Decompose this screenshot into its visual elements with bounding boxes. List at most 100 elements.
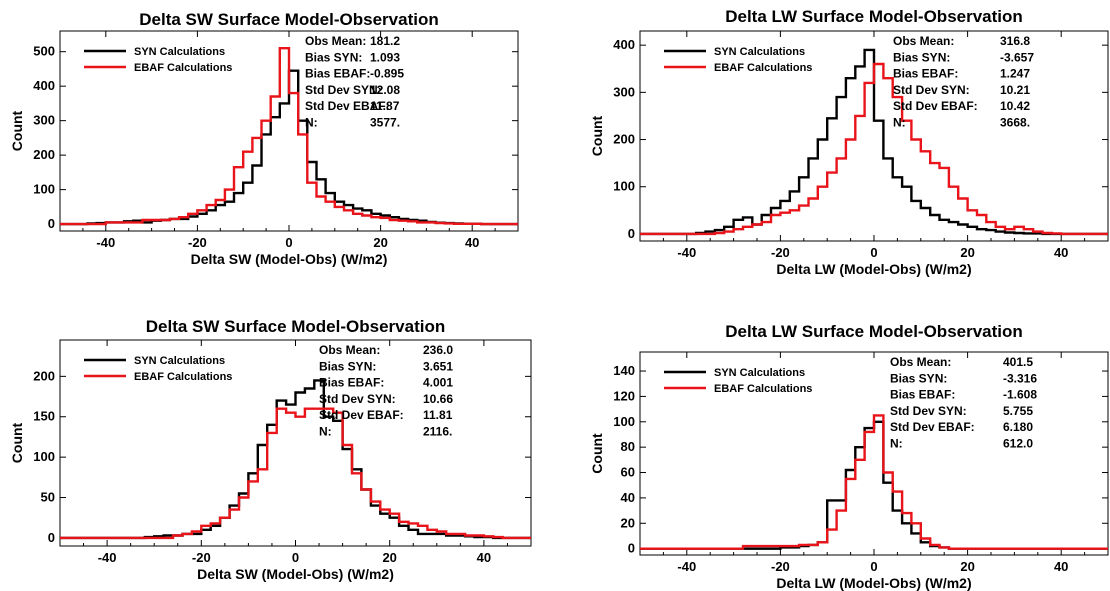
- chart-title: Delta LW Surface Model-Observation: [725, 322, 1023, 341]
- x-axis-label: Delta LW (Model-Obs) (W/m2): [776, 575, 971, 591]
- chart-title: Delta LW Surface Model-Observation: [725, 7, 1023, 26]
- y-tick-label: 200: [33, 368, 55, 383]
- stat-label: N:: [893, 116, 906, 130]
- x-tick-label: 20: [382, 550, 396, 565]
- y-tick-label: 40: [621, 490, 635, 505]
- stat-value: 3668.: [1000, 116, 1030, 130]
- stat-label: Bias EBAF:: [305, 67, 370, 81]
- stat-value: 401.5: [1003, 355, 1033, 369]
- y-tick-label: 100: [33, 182, 55, 197]
- y-tick-label: 200: [613, 132, 635, 147]
- stat-value: 12.08: [370, 83, 400, 97]
- x-tick-label: 0: [870, 245, 877, 260]
- legend-entry: SYN Calculations: [714, 46, 805, 58]
- x-tick-label: 40: [477, 550, 491, 565]
- x-tick-label: 20: [960, 245, 974, 260]
- stat-value: 316.8: [1000, 34, 1030, 48]
- stat-value: -3.657: [1000, 50, 1034, 64]
- y-axis-label: Count: [589, 433, 605, 474]
- legend-entry: EBAF Calculations: [134, 62, 232, 74]
- stat-value: 10.66: [423, 392, 453, 406]
- stat-value: 11.87: [370, 99, 400, 113]
- x-tick-label: -20: [771, 559, 790, 574]
- stat-value: -0.895: [370, 67, 404, 81]
- stat-label: Bias SYN:: [319, 359, 376, 373]
- histogram-series-ebaf: [640, 414, 1108, 550]
- y-axis-label: Count: [9, 422, 25, 463]
- y-tick-label: 0: [628, 541, 635, 556]
- y-axis-label: Count: [9, 110, 25, 151]
- x-tick-label: 20: [960, 559, 974, 574]
- y-tick-label: 400: [33, 78, 55, 93]
- legend-entry: EBAF Calculations: [714, 383, 812, 395]
- x-tick-label: 20: [373, 235, 387, 250]
- y-tick-label: 400: [613, 37, 635, 52]
- stat-value: 10.42: [1000, 99, 1030, 113]
- chart-panel-sw-bottom: Delta SW Surface Model-Observation -40 -20…: [9, 317, 532, 582]
- legend-entry: SYN Calculations: [134, 355, 225, 367]
- stat-label: N:: [890, 437, 903, 451]
- legend-entry: EBAF Calculations: [134, 371, 232, 383]
- stat-value: 1.093: [370, 50, 400, 64]
- legend-entry: EBAF Calculations: [714, 62, 812, 74]
- stat-value: 181.2: [370, 34, 400, 48]
- y-tick-label: 500: [33, 44, 55, 59]
- chart-panel-lw-bottom: Delta LW Surface Model-Observation -40 -20…: [589, 322, 1109, 591]
- stat-value: 2116.: [423, 425, 452, 439]
- stat-label: Bias SYN:: [893, 50, 950, 64]
- stat-label: Std Dev EBAF:: [305, 99, 390, 113]
- stat-value: -3.316: [1003, 371, 1037, 385]
- plot-frame: [639, 351, 1109, 556]
- stat-label: Obs Mean:: [305, 34, 366, 48]
- stat-label: Std Dev EBAF:: [319, 408, 404, 422]
- x-tick-label: 40: [1054, 245, 1068, 260]
- x-tick-label: -20: [188, 235, 207, 250]
- stat-label: Bias EBAF:: [319, 376, 384, 390]
- x-tick-label: 40: [1054, 559, 1068, 574]
- y-tick-label: 0: [628, 226, 635, 241]
- stat-label: Bias SYN:: [890, 371, 947, 385]
- stat-value: 6.180: [1003, 420, 1033, 434]
- chart-title: Delta SW Surface Model-Observation: [146, 317, 445, 336]
- y-tick-label: 60: [621, 465, 635, 480]
- x-tick-label: 0: [285, 235, 292, 250]
- y-tick-label: 100: [613, 414, 635, 429]
- y-tick-label: 200: [33, 147, 55, 162]
- stat-value: 1.247: [1000, 67, 1030, 81]
- x-axis-label: Delta LW (Model-Obs) (W/m2): [776, 261, 971, 277]
- x-axis-label: Delta SW (Model-Obs) (W/m2): [197, 566, 394, 582]
- stat-value: -1.608: [1003, 388, 1037, 402]
- stat-label: Obs Mean:: [893, 34, 954, 48]
- histogram-series-ebaf: [60, 47, 518, 226]
- x-axis-label: Delta SW (Model-Obs) (W/m2): [191, 251, 388, 267]
- stat-label: Std Dev EBAF:: [890, 420, 975, 434]
- stat-label: Obs Mean:: [319, 343, 380, 357]
- stat-label: N:: [319, 425, 332, 439]
- chart-panel-lw-top: Delta LW Surface Model-Observation -40 -20…: [589, 7, 1109, 277]
- stat-label: Bias EBAF:: [893, 67, 958, 81]
- y-tick-label: 100: [613, 179, 635, 194]
- plot-frame: [59, 339, 532, 547]
- y-tick-label: 50: [41, 490, 55, 505]
- stat-value: 4.001: [423, 376, 453, 390]
- stat-value: 3.651: [423, 359, 453, 373]
- y-tick-label: 20: [621, 515, 635, 530]
- stat-label: Bias SYN:: [305, 50, 362, 64]
- x-tick-label: -40: [96, 235, 115, 250]
- legend-entry: SYN Calculations: [714, 367, 805, 379]
- stat-value: 3577.: [370, 116, 400, 130]
- stat-value: 612.0: [1003, 437, 1033, 451]
- y-tick-label: 300: [613, 84, 635, 99]
- chart-title: Delta SW Surface Model-Observation: [139, 10, 438, 29]
- y-tick-label: 0: [48, 530, 55, 545]
- stat-label: Obs Mean:: [890, 355, 951, 369]
- stat-label: Std Dev SYN:: [305, 83, 382, 97]
- x-tick-label: 0: [870, 559, 877, 574]
- x-tick-label: -40: [677, 245, 696, 260]
- x-tick-label: -40: [677, 559, 696, 574]
- stat-label: Std Dev SYN:: [893, 83, 970, 97]
- stat-value: 10.21: [1000, 83, 1030, 97]
- x-tick-label: -40: [98, 550, 117, 565]
- y-tick-label: 140: [613, 363, 635, 378]
